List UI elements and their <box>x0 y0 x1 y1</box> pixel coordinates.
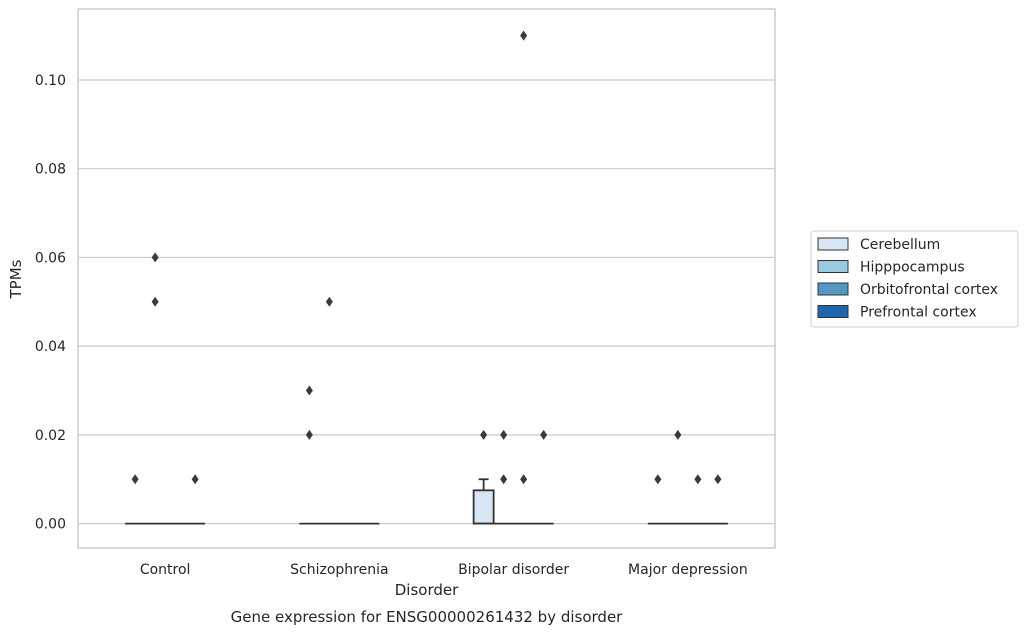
plot-frame <box>77 8 776 549</box>
y-tick-label: 0.10 <box>35 73 66 89</box>
outlier-point <box>520 30 528 41</box>
outlier-point <box>540 429 548 440</box>
outlier-point <box>325 296 333 307</box>
outlier-point <box>151 252 159 263</box>
x-axis-title: Disorder <box>395 581 459 599</box>
x-tick-labels: Control Schizophrenia Bipolar disorder Majo… <box>140 562 748 578</box>
gridlines <box>78 79 775 525</box>
legend-label: Orbitofrontal cortex <box>860 282 998 298</box>
chart-caption: Gene expression for ENSG00000261432 by d… <box>231 608 624 626</box>
legend-item: Cerebellum <box>817 237 940 253</box>
outlier-point <box>480 429 488 440</box>
outlier-point <box>520 474 528 485</box>
outlier-point <box>500 429 508 440</box>
legend-label: Prefrontal cortex <box>860 305 977 321</box>
legend-swatch <box>817 237 849 251</box>
x-tick-label: Major depression <box>628 562 748 578</box>
box-group <box>472 478 495 525</box>
y-tick-labels: 0.00 0.02 0.04 0.06 0.08 0.10 <box>35 73 66 533</box>
outlier-point <box>654 474 662 485</box>
outlier-point <box>674 429 682 440</box>
x-tick-label: Bipolar disorder <box>458 562 569 578</box>
legend: Cerebellum Hipppocampus Orbitofrontal cort… <box>810 230 1019 328</box>
legend-item: Orbitofrontal cortex <box>817 282 998 298</box>
outlier-point <box>694 474 702 485</box>
legend-label: Cerebellum <box>860 237 940 253</box>
outlier-point <box>500 474 508 485</box>
legend-frame <box>810 230 1019 328</box>
x-tick-label: Schizophrenia <box>290 562 388 578</box>
outlier-point <box>131 474 139 485</box>
outlier-point <box>714 474 722 485</box>
legend-swatch <box>817 282 849 296</box>
y-tick-label: 0.06 <box>35 250 66 266</box>
outlier-point <box>151 296 159 307</box>
legend-item: Hipppocampus <box>817 260 965 276</box>
y-axis-title: TPMs <box>7 259 25 299</box>
boxes <box>125 478 728 525</box>
outlier-point <box>305 429 313 440</box>
outliers <box>131 30 722 485</box>
y-tick-label: 0.04 <box>35 339 66 355</box>
outlier-point <box>305 385 313 396</box>
outlier-point <box>191 474 199 485</box>
y-tick-label: 0.08 <box>35 162 66 178</box>
box <box>472 489 495 525</box>
legend-swatch <box>817 305 849 318</box>
legend-item: Prefrontal cortex <box>817 305 977 321</box>
x-tick-label: Control <box>140 562 191 578</box>
legend-label: Hipppocampus <box>860 260 965 276</box>
y-tick-label: 0.02 <box>35 428 66 444</box>
legend-swatch <box>817 260 849 273</box>
y-tick-label: 0.00 <box>35 517 66 533</box>
